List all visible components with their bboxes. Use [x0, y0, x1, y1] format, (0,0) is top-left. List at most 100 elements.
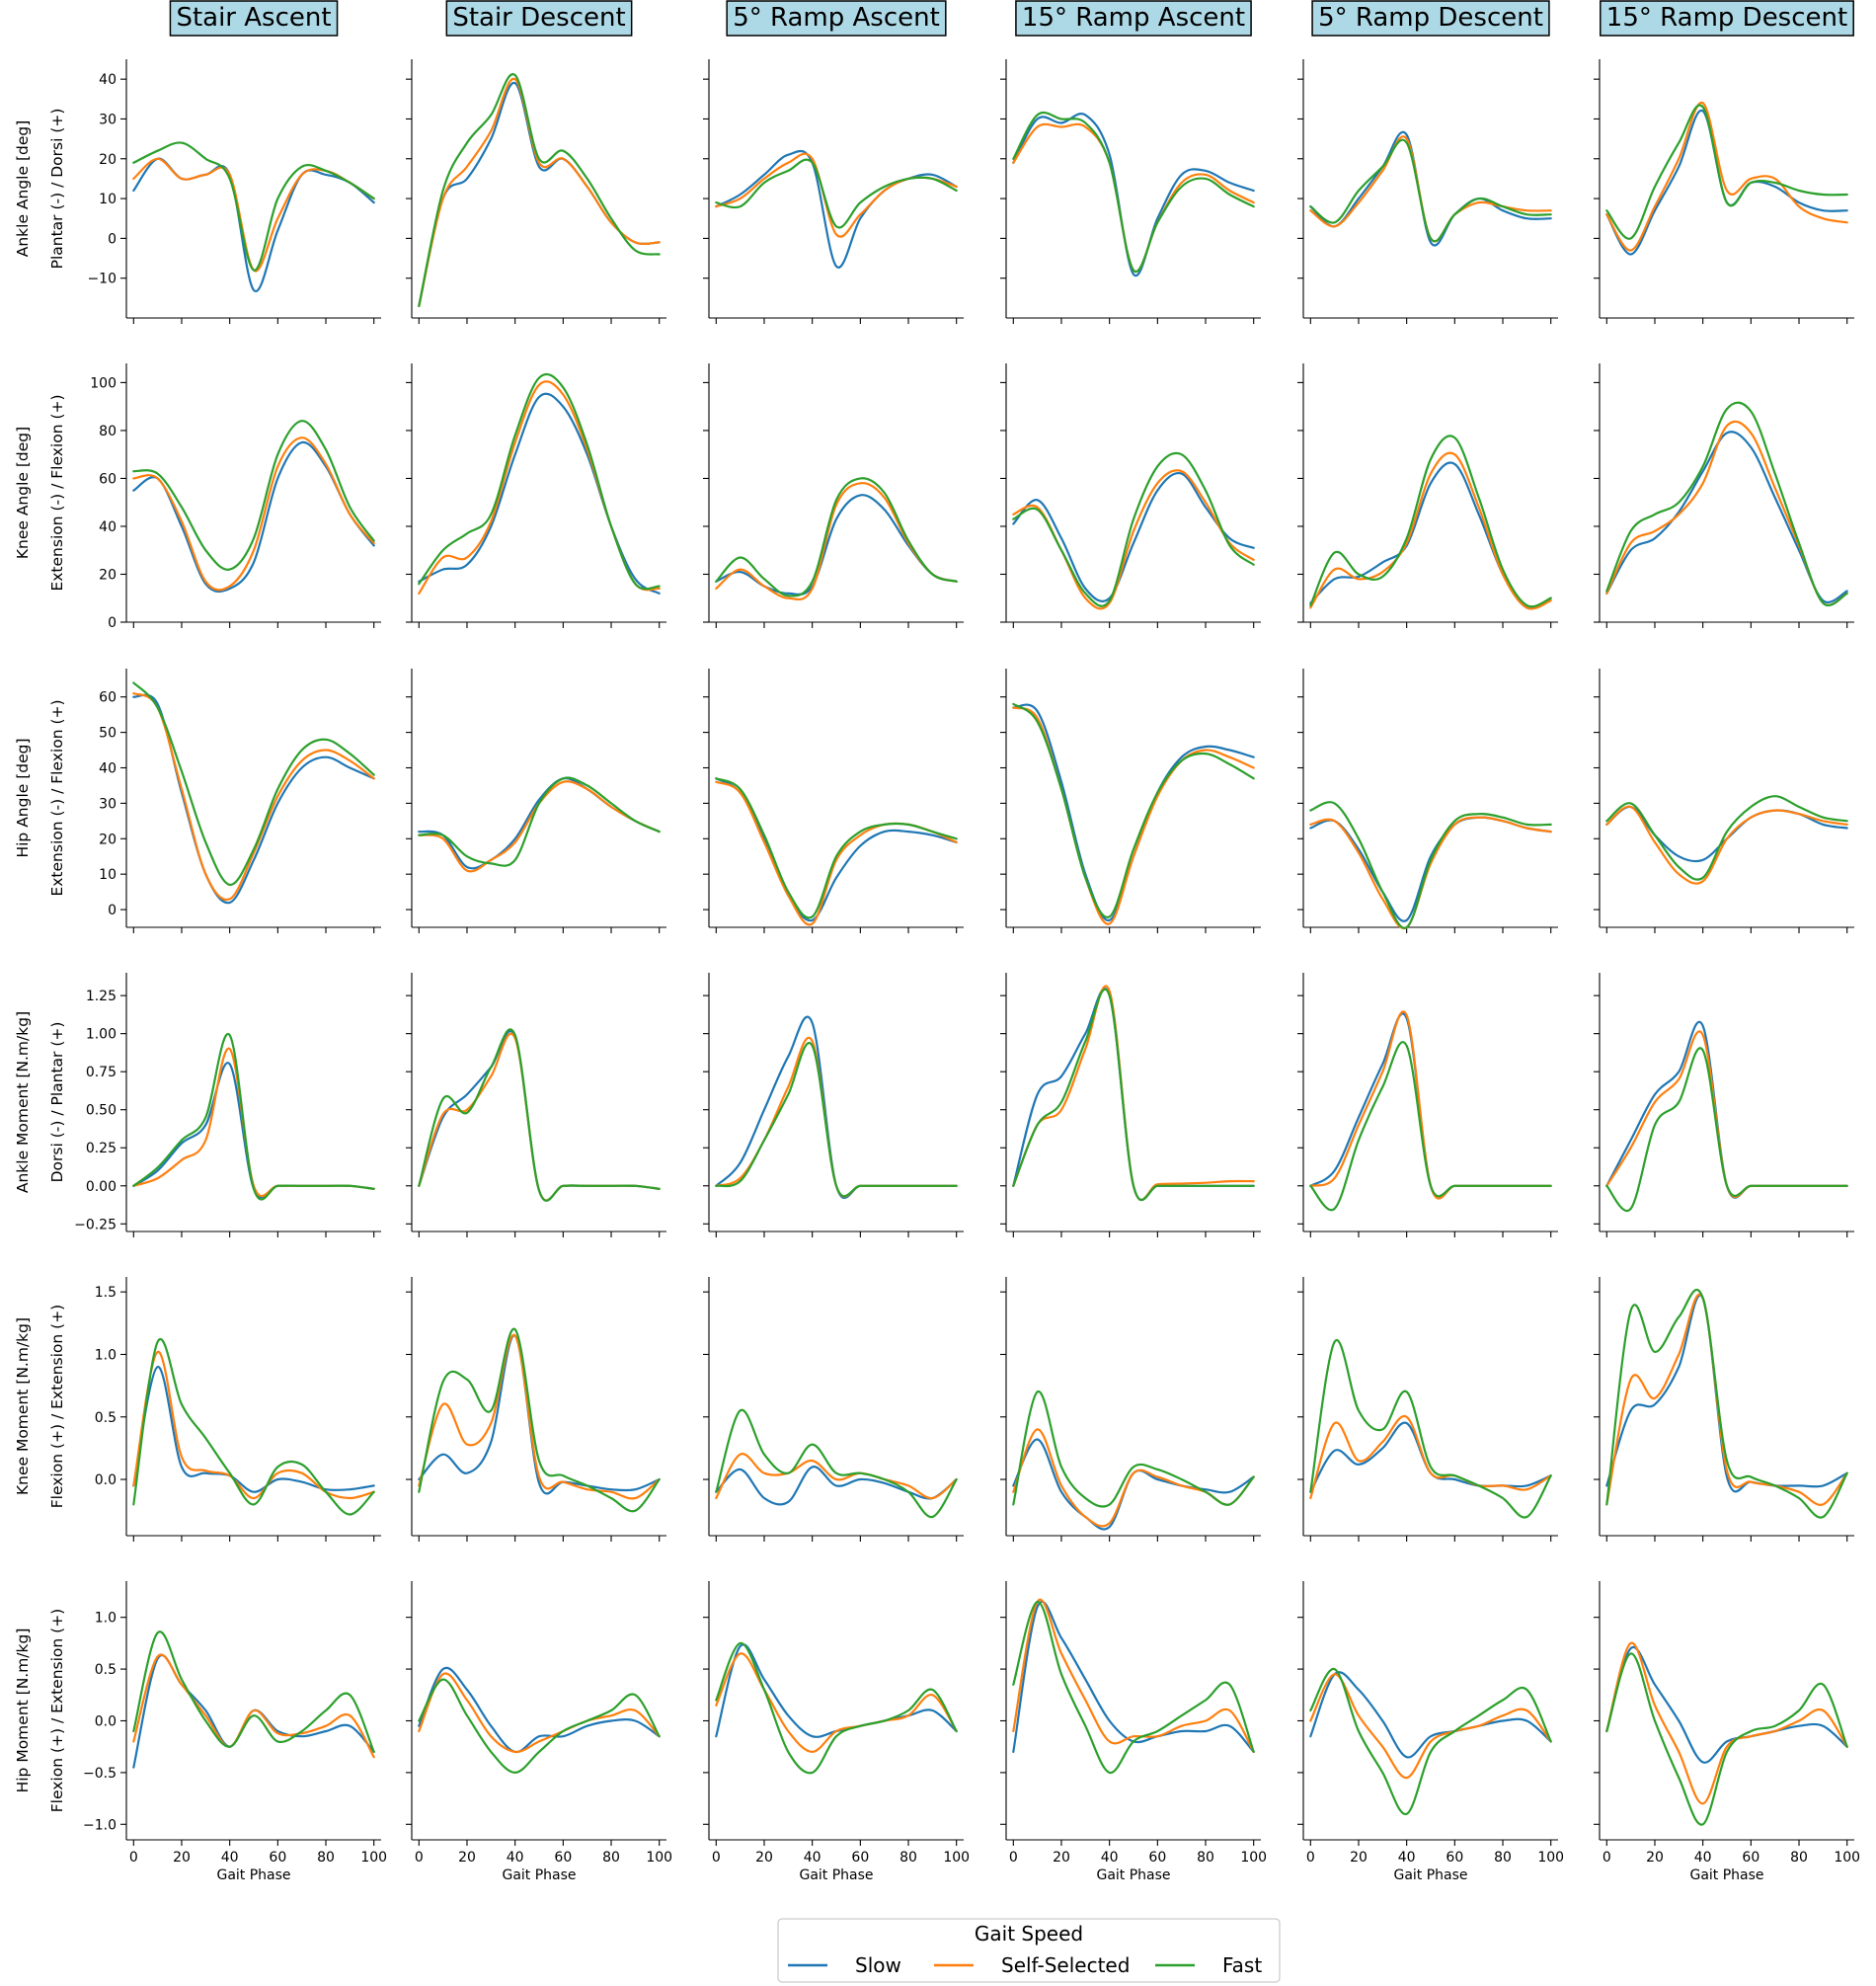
- series-line-self-selected: [715, 1652, 958, 1753]
- series-line-self-selected: [715, 1037, 958, 1198]
- series-line-self-selected: [715, 780, 958, 926]
- y-tick-label: 30: [99, 796, 117, 812]
- x-tick-label: 40: [804, 1850, 821, 1866]
- series-line-fast: [1309, 138, 1552, 243]
- series-line-slow: [132, 1365, 375, 1493]
- x-tick-label: 60: [1742, 1850, 1759, 1866]
- panel-r3-15deg-ramp-descent: [1594, 669, 1854, 933]
- y-tick-label: 40: [99, 760, 117, 776]
- y-tick-label: 40: [99, 519, 117, 535]
- panel-r4-stair-descent: [406, 973, 666, 1237]
- column-title-text: 15° Ramp Ascent: [1022, 3, 1245, 33]
- x-tick-label: 80: [317, 1850, 335, 1866]
- y-tick-label: 10: [99, 867, 117, 883]
- series-line-self-selected: [1605, 1293, 1848, 1506]
- series-line-fast: [1605, 104, 1848, 240]
- x-tick-label: 0: [415, 1850, 424, 1866]
- column-title-text: 15° Ramp Descent: [1606, 3, 1847, 33]
- x-tick-label: 40: [1694, 1850, 1712, 1866]
- row-2-ylabel-line-2: Extension (-) / Flexion (+): [48, 394, 66, 591]
- series-line-slow: [1605, 1645, 1848, 1764]
- series-line-self-selected: [1605, 1641, 1848, 1805]
- series-line-self-selected: [132, 437, 375, 592]
- x-tick-label: 80: [602, 1850, 620, 1866]
- row-3-ylabel-line-1: Hip Angle [deg]: [14, 738, 32, 857]
- y-tick-label: 0.50: [86, 1103, 117, 1119]
- series-line-slow: [1309, 461, 1552, 610]
- series-line-slow: [1309, 1671, 1552, 1759]
- series-line-slow: [418, 1029, 661, 1202]
- series-line-self-selected: [1012, 1428, 1255, 1528]
- series-line-fast: [715, 477, 958, 597]
- column-title-box: [1600, 0, 1854, 37]
- x-tick-label: 0: [129, 1850, 138, 1866]
- x-tick-label: 40: [507, 1850, 524, 1866]
- y-tick-label: 0: [108, 903, 117, 918]
- y-tick-label: 1.00: [86, 1027, 117, 1043]
- series-line-self-selected: [1605, 805, 1848, 885]
- series-line-self-selected: [1012, 469, 1255, 610]
- series-line-fast: [715, 1641, 958, 1775]
- series-line-slow: [1309, 1421, 1552, 1493]
- column-title-box: [1015, 0, 1252, 37]
- y-tick-label: 0.0: [95, 1472, 117, 1488]
- column-title-text: 5° Ramp Ascent: [733, 3, 940, 33]
- series-line-fast: [1309, 1668, 1552, 1815]
- panel-r3-15deg-ramp-ascent: [1000, 669, 1261, 933]
- series-line-slow: [418, 1666, 661, 1754]
- series-line-self-selected: [1605, 102, 1848, 252]
- y-tick-label: 0.5: [95, 1662, 117, 1678]
- x-tick-label: 40: [1101, 1850, 1119, 1866]
- series-line-fast: [1605, 1652, 1848, 1826]
- panel-r6-5deg-ramp-descent: 0 20 40 60 80 100 Gait Phase: [1297, 1581, 1564, 1883]
- y-tick-label: 60: [99, 471, 117, 487]
- series-line-self-selected: [1309, 1414, 1552, 1500]
- y-tick-label: −0.5: [83, 1766, 117, 1782]
- panel-r1-5deg-ramp-descent: [1297, 59, 1558, 324]
- panel-r4-5deg-ramp-descent: [1297, 973, 1558, 1237]
- x-tick-label: 60: [554, 1850, 572, 1866]
- y-tick-label: 0.5: [95, 1410, 117, 1426]
- x-tick-label: 100: [1834, 1850, 1860, 1866]
- series-line-slow: [1012, 1600, 1255, 1753]
- y-tick-label: 0: [108, 231, 117, 247]
- column-title-box: [169, 0, 339, 37]
- y-tick-label: 20: [99, 832, 117, 847]
- series-line-fast: [418, 1678, 661, 1774]
- x-axis-label: Gait Phase: [1393, 1867, 1467, 1883]
- series-line-self-selected: [1309, 135, 1552, 243]
- column-title-stair-descent: Stair Descent: [445, 0, 633, 37]
- y-tick-label: 0.0: [95, 1713, 117, 1729]
- column-titles: Stair Ascent Stair Descent 5° Ramp Ascent 1…: [169, 0, 1854, 37]
- series-line-self-selected: [1309, 1673, 1552, 1780]
- row-4-ylabel-line-2: Dorsi (-) / Plantar (+): [48, 1022, 66, 1183]
- x-axis-label: Gait Phase: [1096, 1867, 1170, 1883]
- y-tick-label: 40: [99, 72, 117, 88]
- panel-r2-stair-descent: [406, 363, 666, 628]
- panel-r1-15deg-ramp-descent: [1594, 59, 1854, 324]
- column-title-5deg-ramp-descent: 5° Ramp Descent: [1311, 0, 1550, 37]
- y-tick-label: 0: [108, 615, 117, 631]
- series-line-self-selected: [1309, 1010, 1552, 1200]
- panel-r6-15deg-ramp-descent: 0 20 40 60 80 100 Gait Phase: [1594, 1581, 1860, 1883]
- series-line-fast: [715, 1042, 958, 1198]
- series-line-fast: [418, 1327, 661, 1513]
- panel-r6-stair-descent: 0 20 40 60 80 100 Gait Phase: [406, 1581, 672, 1883]
- x-tick-label: 0: [712, 1850, 721, 1866]
- y-tick-label: 0.00: [86, 1179, 117, 1195]
- x-tick-label: 80: [1494, 1850, 1512, 1866]
- series-line-fast: [1605, 401, 1848, 606]
- y-tick-label: −1.0: [83, 1817, 117, 1833]
- y-tick-label: 80: [99, 424, 117, 439]
- series-line-fast: [132, 1032, 375, 1201]
- y-tick-label: 1.0: [95, 1611, 117, 1627]
- panel-r1-15deg-ramp-ascent: [1000, 59, 1261, 324]
- series-line-fast: [1012, 111, 1255, 274]
- x-tick-label: 40: [1398, 1850, 1416, 1866]
- series-line-slow: [132, 440, 375, 594]
- x-tick-label: 80: [1197, 1850, 1214, 1866]
- column-title-text: Stair Ascent: [176, 3, 331, 33]
- series-line-slow: [418, 82, 661, 307]
- series-line-fast: [132, 1338, 375, 1516]
- column-title-5deg-ramp-ascent: 5° Ramp Ascent: [726, 0, 947, 37]
